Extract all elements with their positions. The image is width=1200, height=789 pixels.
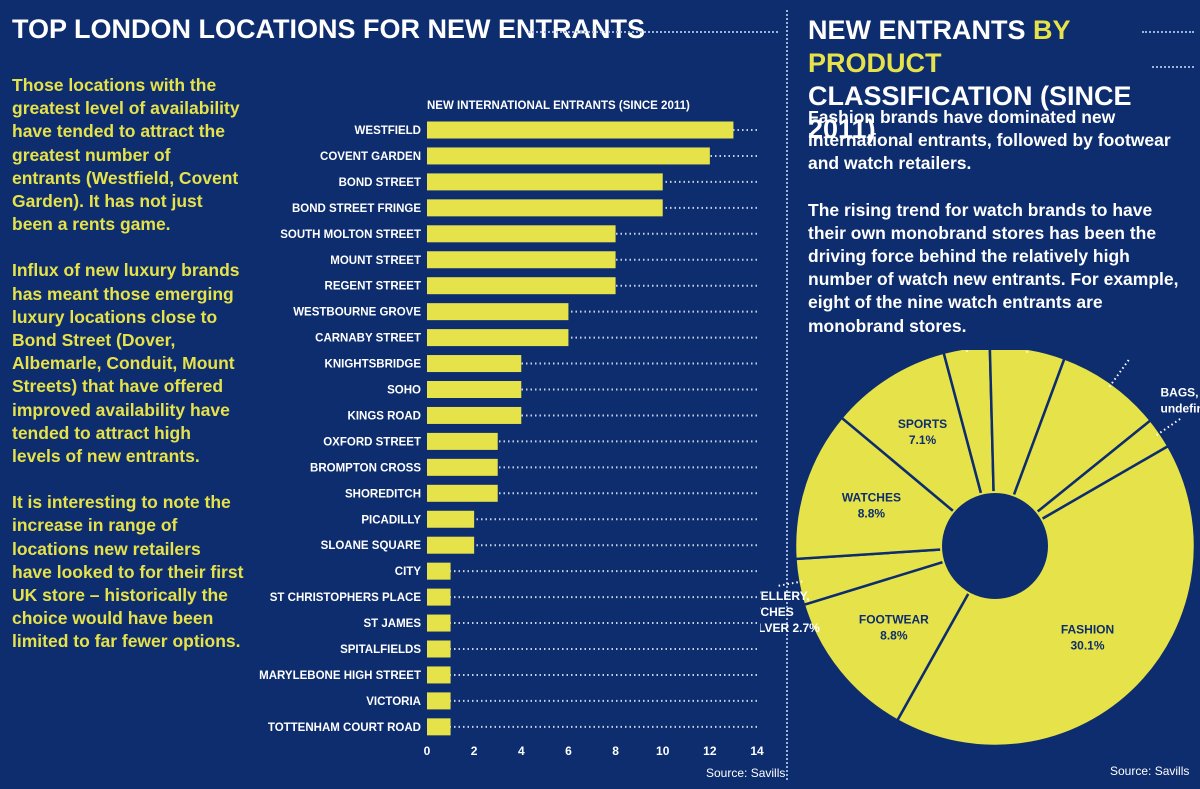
donut-inside-label: 7.1%: [909, 433, 937, 447]
bar: [427, 355, 522, 373]
bar: [427, 484, 498, 502]
left-commentary: Those locations with the greatest level …: [12, 74, 244, 677]
donut-inside-label: 8.8%: [880, 629, 908, 643]
bar-chart-source: Source: Savills: [706, 766, 786, 780]
bar-category-label: SPITALFIELDS: [340, 644, 421, 656]
bar: [427, 225, 616, 243]
bar-category-label: COVENT GARDEN: [320, 151, 421, 163]
x-tick-label: 2: [471, 744, 478, 758]
entrants-bar-chart: NEW INTERNATIONAL ENTRANTS (SINCE 2011) W…: [259, 100, 764, 758]
left-paragraph-2: Influx of new luxury brands has meant th…: [12, 260, 240, 467]
bar: [427, 666, 451, 684]
x-tick-label: 14: [750, 744, 764, 758]
bar: [427, 562, 451, 580]
bar-category-label: OXFORD STREET: [323, 436, 421, 448]
donut-outside-label: OTHER 6.2%: [1098, 350, 1171, 353]
bar-category-label: CITY: [395, 566, 422, 578]
bar-category-label: SHOREDITCH: [345, 488, 421, 500]
bar-chart-title: NEW INTERNATIONAL ENTRANTS (SINCE 2011): [427, 100, 690, 112]
right-paragraph-1: Fashion brands have dominated new intern…: [808, 107, 1171, 174]
bar: [427, 614, 451, 632]
bar-category-label: PICADILLY: [361, 514, 421, 526]
x-tick-label: 8: [612, 744, 619, 758]
donut-inside-label: WATCHES: [842, 491, 901, 505]
bar-category-label: WESTBOURNE GROVE: [293, 307, 421, 319]
bar: [427, 458, 498, 476]
bar: [427, 251, 616, 269]
bar: [427, 536, 475, 554]
right-commentary: Fashion brands have dominated new intern…: [808, 106, 1193, 361]
bar-category-label: SOHO: [387, 385, 421, 397]
bar: [427, 381, 522, 398]
bar-category-label: TOTTENHAM COURT ROAD: [268, 722, 421, 734]
right-title: NEW ENTRANTS BY PRODUCT CLASSIFICATION (…: [808, 14, 1198, 146]
bar: [427, 329, 569, 347]
bar: [427, 121, 734, 139]
right-title-part2: CLASSIFICATION (SINCE 2011): [808, 81, 1132, 144]
leader-line: [1156, 417, 1182, 436]
bar-category-label: ST CHRISTOPHERS PLACE: [270, 592, 422, 604]
bar-category-label: SLOANE SQUARE: [321, 540, 422, 552]
x-tick-label: 4: [518, 744, 525, 758]
bar-category-label: KNIGHTSBRIDGE: [325, 359, 422, 371]
bar-category-label: BROMPTON CROSS: [310, 462, 421, 474]
right-paragraph-2: The rising trend for watch brands to hav…: [808, 199, 1179, 336]
bar: [427, 692, 451, 710]
bar-category-label: REGENT STREET: [325, 281, 421, 293]
donut-inside-label: FOOTWEAR: [859, 613, 929, 627]
x-tick-label: 6: [565, 744, 572, 758]
bar-category-label: KINGS ROAD: [348, 410, 421, 422]
bar-category-label: SOUTH MOLTON STREET: [280, 229, 421, 241]
bar: [427, 510, 475, 528]
donut-inside-label: FASHION: [1061, 622, 1114, 636]
bar: [427, 147, 710, 165]
product-donut-chart: FASHION 30.1% FOOTWEAR 8.8% WATCHES 8.8% SPORT…: [760, 350, 1200, 748]
bar: [427, 406, 522, 424]
donut-outside-label: undefined 1.8%: [1161, 402, 1200, 416]
right-title-part1: NEW ENTRANTS: [808, 15, 1033, 45]
bar: [427, 588, 451, 606]
bar-category-label: MOUNT STREET: [330, 255, 421, 267]
bar-category-label: VICTORIA: [366, 696, 421, 708]
bar-category-label: BOND STREET FRINGE: [292, 203, 421, 215]
title-rule: [528, 31, 778, 33]
bar-category-label: CARNABY STREET: [315, 333, 421, 345]
donut-chart-source: Source: Savills: [1110, 764, 1190, 778]
left-title: TOP LONDON LOCATIONS FOR NEW ENTRANTS: [12, 14, 645, 44]
donut-outside-label: JEWELLERY,: [760, 589, 810, 603]
bar-category-label: ST JAMES: [363, 618, 421, 630]
donut-inside-label: 30.1%: [1071, 638, 1105, 652]
bar-category-label: BOND STREET: [339, 177, 421, 189]
donut-inside-label: SPORTS: [898, 417, 947, 431]
x-tick-label: 10: [656, 744, 670, 758]
bar: [427, 303, 569, 321]
panel-divider: [786, 10, 788, 780]
bar: [427, 199, 663, 217]
left-paragraph-3: It is interesting to note the increase i…: [12, 492, 244, 652]
right-title-highlight: BY PRODUCT: [808, 15, 1071, 78]
x-tick-label: 0: [424, 744, 431, 758]
donut-outside-label: BAGS, LUGGAGE & ACCESSORIES: [1161, 386, 1200, 400]
bar: [427, 277, 616, 295]
bar-category-label: MARYLEBONE HIGH STREET: [259, 670, 421, 682]
donut-outside-label: WATCHES: [760, 605, 794, 619]
x-tick-label: 12: [703, 744, 717, 758]
bar-category-label: WESTFIELD: [355, 125, 421, 137]
leader-line: [1108, 357, 1132, 388]
donut-hole: [940, 491, 1050, 601]
bar: [427, 432, 498, 450]
bar: [427, 173, 663, 191]
donut-inside-label: 8.8%: [858, 507, 886, 521]
bar: [427, 718, 451, 736]
left-paragraph-1: Those locations with the greatest level …: [12, 75, 240, 235]
donut-outside-label: & SILVER 2.7%: [760, 621, 820, 635]
title-rule-right-2: [1152, 66, 1194, 68]
bar: [427, 640, 451, 658]
title-rule-right-1: [1142, 31, 1194, 33]
